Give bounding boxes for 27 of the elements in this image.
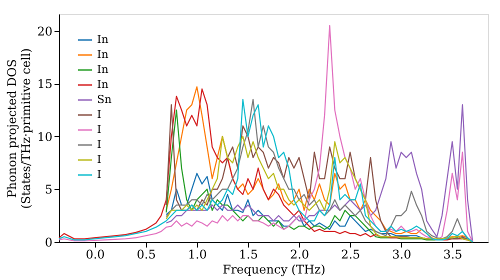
legend-label: Sn <box>97 93 112 106</box>
legend-label: I <box>97 153 102 166</box>
legend-label: I <box>97 138 102 151</box>
line-series <box>166 136 474 243</box>
legend-label: In <box>97 33 108 46</box>
x-tick-label: 0.5 <box>136 248 156 262</box>
y-axis-title: Phonon projected DOS (States/THz·primitive cell) <box>5 48 34 209</box>
legend-label: In <box>97 48 108 61</box>
legend-label: In <box>97 78 108 91</box>
x-tick-label: 3.0 <box>392 248 412 262</box>
x-tick-label: 1.5 <box>238 248 258 262</box>
legend-label: In <box>97 63 108 76</box>
legend-label: I <box>97 123 102 136</box>
x-axis-title: Frequency (THz) <box>222 262 326 276</box>
legend-label: I <box>97 108 102 121</box>
line-series <box>58 25 474 243</box>
y-tick-label: 10 <box>37 130 52 144</box>
y-tick-label: 5 <box>44 182 52 197</box>
x-tick-label: 0.0 <box>86 248 105 262</box>
x-tick-label: 2.0 <box>290 248 310 262</box>
x-tick-label: 3.5 <box>443 248 462 262</box>
x-tick-label: 1.0 <box>188 248 207 262</box>
y-tick-label: 0 <box>44 236 52 250</box>
y-tick-label: 20 <box>37 24 52 38</box>
y-tick-label: 15 <box>37 77 52 92</box>
legend-label: I <box>97 168 102 181</box>
x-tick-label: 2.5 <box>341 248 360 262</box>
